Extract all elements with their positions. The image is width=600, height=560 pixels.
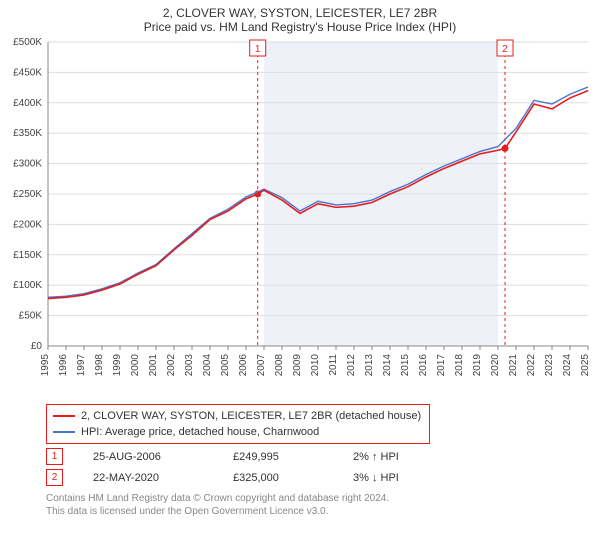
svg-text:2005: 2005 bbox=[220, 354, 231, 377]
sale-badge: 2 bbox=[46, 469, 63, 486]
svg-text:£200K: £200K bbox=[13, 219, 42, 230]
svg-text:2009: 2009 bbox=[292, 354, 303, 377]
attribution-footer: Contains HM Land Registry data © Crown c… bbox=[46, 492, 586, 518]
svg-text:2011: 2011 bbox=[328, 354, 339, 376]
sale-price: £249,995 bbox=[233, 451, 323, 463]
svg-text:2023: 2023 bbox=[544, 354, 555, 377]
legend-item: 2, CLOVER WAY, SYSTON, LEICESTER, LE7 2B… bbox=[53, 408, 423, 424]
svg-text:2000: 2000 bbox=[130, 354, 141, 377]
svg-text:£450K: £450K bbox=[13, 67, 42, 78]
svg-text:2001: 2001 bbox=[148, 354, 159, 377]
sale-row: 1 25-AUG-2006 £249,995 2% ↑ HPI bbox=[46, 448, 586, 465]
svg-text:2: 2 bbox=[502, 44, 508, 55]
svg-text:£500K: £500K bbox=[13, 38, 42, 48]
svg-text:£0: £0 bbox=[31, 341, 43, 352]
page-subtitle: Price paid vs. HM Land Registry's House … bbox=[0, 20, 600, 38]
page-title: 2, CLOVER WAY, SYSTON, LEICESTER, LE7 2B… bbox=[0, 0, 600, 20]
chart-svg: £0 £50K £100K £150K £200K £250K £300K £350K £400… bbox=[0, 38, 600, 398]
svg-text:1998: 1998 bbox=[94, 354, 105, 377]
svg-text:2007: 2007 bbox=[256, 354, 267, 377]
legend-label: 2, CLOVER WAY, SYSTON, LEICESTER, LE7 2B… bbox=[81, 408, 421, 424]
sale-row: 2 22-MAY-2020 £325,000 3% ↓ HPI bbox=[46, 469, 586, 486]
svg-text:2017: 2017 bbox=[436, 354, 447, 377]
svg-text:2013: 2013 bbox=[364, 354, 375, 377]
sales-table: 1 25-AUG-2006 £249,995 2% ↑ HPI 2 22-MAY-2020… bbox=[46, 448, 586, 486]
price-chart: £0 £50K £100K £150K £200K £250K £300K £350K £400… bbox=[0, 38, 600, 398]
svg-text:2008: 2008 bbox=[274, 354, 285, 377]
footer-line: This data is licensed under the Open Gov… bbox=[46, 505, 586, 518]
svg-text:2015: 2015 bbox=[400, 354, 411, 377]
svg-text:£250K: £250K bbox=[13, 189, 42, 200]
svg-text:£350K: £350K bbox=[13, 128, 42, 139]
svg-text:1: 1 bbox=[255, 44, 261, 55]
svg-text:2006: 2006 bbox=[238, 354, 249, 377]
svg-text:2021: 2021 bbox=[508, 354, 519, 377]
legend-label: HPI: Average price, detached house, Char… bbox=[81, 424, 319, 440]
sale-date: 22-MAY-2020 bbox=[93, 472, 203, 484]
svg-text:2024: 2024 bbox=[562, 354, 573, 377]
svg-text:2018: 2018 bbox=[454, 354, 465, 377]
sale-price: £325,000 bbox=[233, 472, 323, 484]
svg-text:2010: 2010 bbox=[310, 354, 321, 377]
svg-text:£100K: £100K bbox=[13, 280, 42, 291]
svg-text:2003: 2003 bbox=[184, 354, 195, 377]
svg-text:2022: 2022 bbox=[526, 354, 537, 377]
svg-text:2012: 2012 bbox=[346, 354, 357, 377]
legend-swatch bbox=[53, 415, 75, 417]
svg-text:1995: 1995 bbox=[40, 354, 51, 377]
svg-text:2016: 2016 bbox=[418, 354, 429, 377]
svg-text:1997: 1997 bbox=[76, 354, 87, 377]
sale-badge: 1 bbox=[46, 448, 63, 465]
svg-text:2002: 2002 bbox=[166, 354, 177, 377]
svg-text:£400K: £400K bbox=[13, 98, 42, 109]
svg-text:£50K: £50K bbox=[19, 311, 43, 322]
sale-delta: 2% ↑ HPI bbox=[353, 451, 399, 463]
sale-delta: 3% ↓ HPI bbox=[353, 472, 399, 484]
svg-text:1999: 1999 bbox=[112, 354, 123, 377]
legend: 2, CLOVER WAY, SYSTON, LEICESTER, LE7 2B… bbox=[46, 404, 430, 444]
svg-text:£150K: £150K bbox=[13, 250, 42, 261]
sale-date: 25-AUG-2006 bbox=[93, 451, 203, 463]
svg-text:2020: 2020 bbox=[490, 354, 501, 377]
footer-line: Contains HM Land Registry data © Crown c… bbox=[46, 492, 586, 505]
legend-swatch bbox=[53, 431, 75, 433]
svg-text:2025: 2025 bbox=[580, 354, 591, 377]
svg-text:1996: 1996 bbox=[58, 354, 69, 377]
legend-item: HPI: Average price, detached house, Char… bbox=[53, 424, 423, 440]
svg-text:2014: 2014 bbox=[382, 354, 393, 377]
svg-text:2004: 2004 bbox=[202, 354, 213, 377]
svg-text:2019: 2019 bbox=[472, 354, 483, 377]
svg-text:£300K: £300K bbox=[13, 159, 42, 170]
